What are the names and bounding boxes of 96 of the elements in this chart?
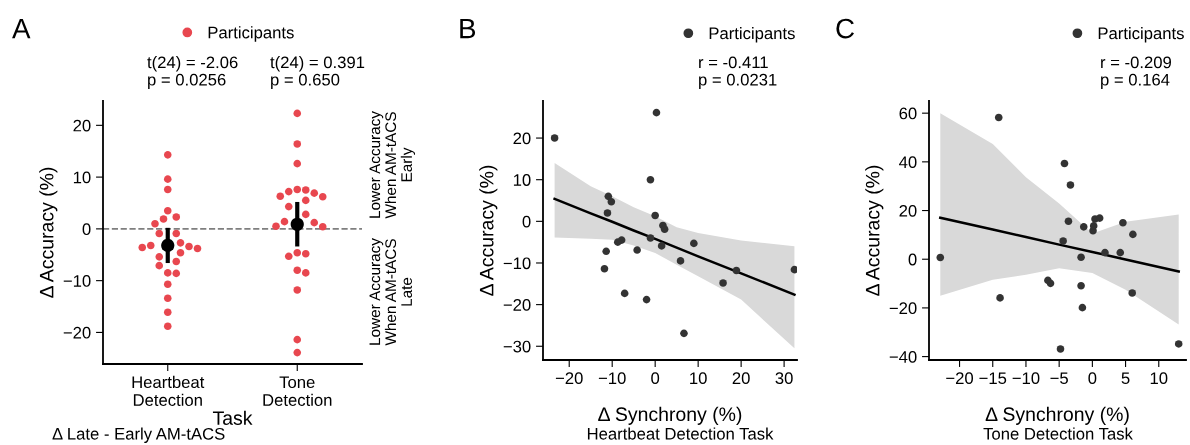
point — [1079, 223, 1088, 231]
x-tick-label: −15 — [979, 372, 1007, 385]
y-tick-label: −20 — [503, 299, 531, 311]
y-tick-label: 10 — [513, 174, 531, 186]
line-series — [553, 197, 796, 296]
y-tick-label: 20 — [899, 204, 917, 217]
text: Heartbeat Detection Task — [587, 427, 774, 440]
point — [1128, 289, 1137, 297]
y-tick-label: 0 — [82, 223, 91, 236]
y-tick-label: −10 — [503, 257, 531, 270]
point — [652, 108, 661, 117]
point — [603, 209, 612, 217]
y-tick-label: 40 — [899, 156, 917, 169]
y-tick-label: −20 — [889, 302, 917, 315]
legend-label: Participants — [1098, 27, 1184, 43]
x-tick-label: 5 — [1121, 372, 1130, 385]
y-axis-title: Δ Accuracy (%) — [479, 165, 498, 296]
y-tick-label: 20 — [73, 119, 91, 132]
x-tick-label: 0 — [1088, 372, 1097, 385]
point — [660, 225, 669, 234]
point — [676, 257, 685, 265]
point — [1174, 340, 1183, 348]
text: Lower Accuracy When AM-tACS Early — [369, 111, 416, 219]
point — [690, 239, 698, 248]
point — [646, 175, 655, 184]
chart-title: B — [460, 19, 476, 39]
point — [633, 246, 641, 254]
y-tick-label: −20 — [63, 326, 91, 339]
x-tick-label: −20 — [946, 372, 974, 385]
point — [1095, 214, 1104, 222]
legend-label: Participants — [709, 27, 795, 43]
point — [1119, 218, 1127, 227]
point — [994, 113, 1003, 122]
point — [1101, 248, 1109, 257]
point — [1077, 281, 1085, 290]
y-tick-label: −40 — [889, 350, 917, 363]
point — [1060, 159, 1069, 168]
x-tick-label: −10 — [598, 372, 626, 385]
x-tick-label: Tone Detection — [263, 376, 332, 406]
y-axis-title: Δ Accuracy (%) — [865, 165, 884, 296]
x-tick-label: −5 — [1050, 372, 1068, 385]
point — [1078, 303, 1087, 312]
x-tick-label: 30 — [775, 372, 793, 385]
chart-title: A — [12, 19, 31, 39]
point — [550, 134, 559, 142]
point — [646, 234, 655, 242]
point — [996, 294, 1004, 302]
x-axis-title: Δ Synchrony (%) — [985, 406, 1129, 425]
point — [613, 238, 622, 246]
point — [1056, 345, 1065, 353]
point — [1066, 181, 1075, 189]
x-tick-label: Heartbeat Detection — [132, 375, 205, 406]
point — [680, 329, 688, 338]
text: Δ Late - Early AM-tACS — [52, 427, 225, 443]
text: r = -0.411 p = 0.0231 — [699, 56, 777, 89]
x-axis-title: Δ Synchrony (%) — [598, 406, 742, 425]
y-tick-label: −10 — [63, 275, 91, 287]
point — [1064, 217, 1073, 226]
x-tick-label: −10 — [1012, 372, 1040, 385]
point — [732, 266, 741, 275]
x-tick-label: 0 — [651, 372, 660, 385]
y-tick-label: 20 — [513, 132, 531, 145]
y-axis-title: Δ Accuracy (%) — [39, 167, 58, 298]
text: t(24) = 0.391 p = 0.650 — [270, 56, 365, 89]
point — [651, 211, 659, 220]
x-axis-title: Task — [212, 410, 253, 425]
y-tick-label: 60 — [899, 107, 917, 120]
chart-title: C — [836, 18, 854, 39]
y-tick-label: 10 — [73, 171, 91, 184]
point — [642, 295, 651, 304]
point — [790, 265, 797, 274]
text: r = -0.209 p = 0.164 — [1101, 56, 1172, 89]
point — [1129, 230, 1137, 239]
text: Lower Accuracy When AM-tACS Late — [369, 238, 412, 346]
point — [657, 242, 666, 250]
line-series — [939, 216, 1180, 273]
point — [1089, 222, 1098, 230]
y-tick-label: 0 — [908, 253, 917, 266]
text: Tone Detection Task — [983, 427, 1133, 440]
y-tick-label: −30 — [503, 340, 531, 353]
legend-label: Participants — [208, 26, 294, 42]
x-tick-label: 20 — [732, 372, 750, 385]
point — [936, 253, 945, 262]
x-tick-label: −20 — [555, 372, 583, 385]
point — [600, 265, 609, 273]
point — [1059, 237, 1067, 245]
text: t(24) = -2.06 p = 0.0256 — [147, 56, 238, 89]
y-tick-label: 0 — [522, 215, 531, 228]
point — [1116, 248, 1125, 257]
point — [719, 279, 727, 287]
point — [607, 197, 616, 206]
point — [620, 289, 629, 298]
point — [1077, 253, 1085, 262]
point — [602, 247, 610, 256]
x-tick-label: 10 — [690, 372, 707, 385]
x-tick-label: 10 — [1150, 372, 1168, 385]
